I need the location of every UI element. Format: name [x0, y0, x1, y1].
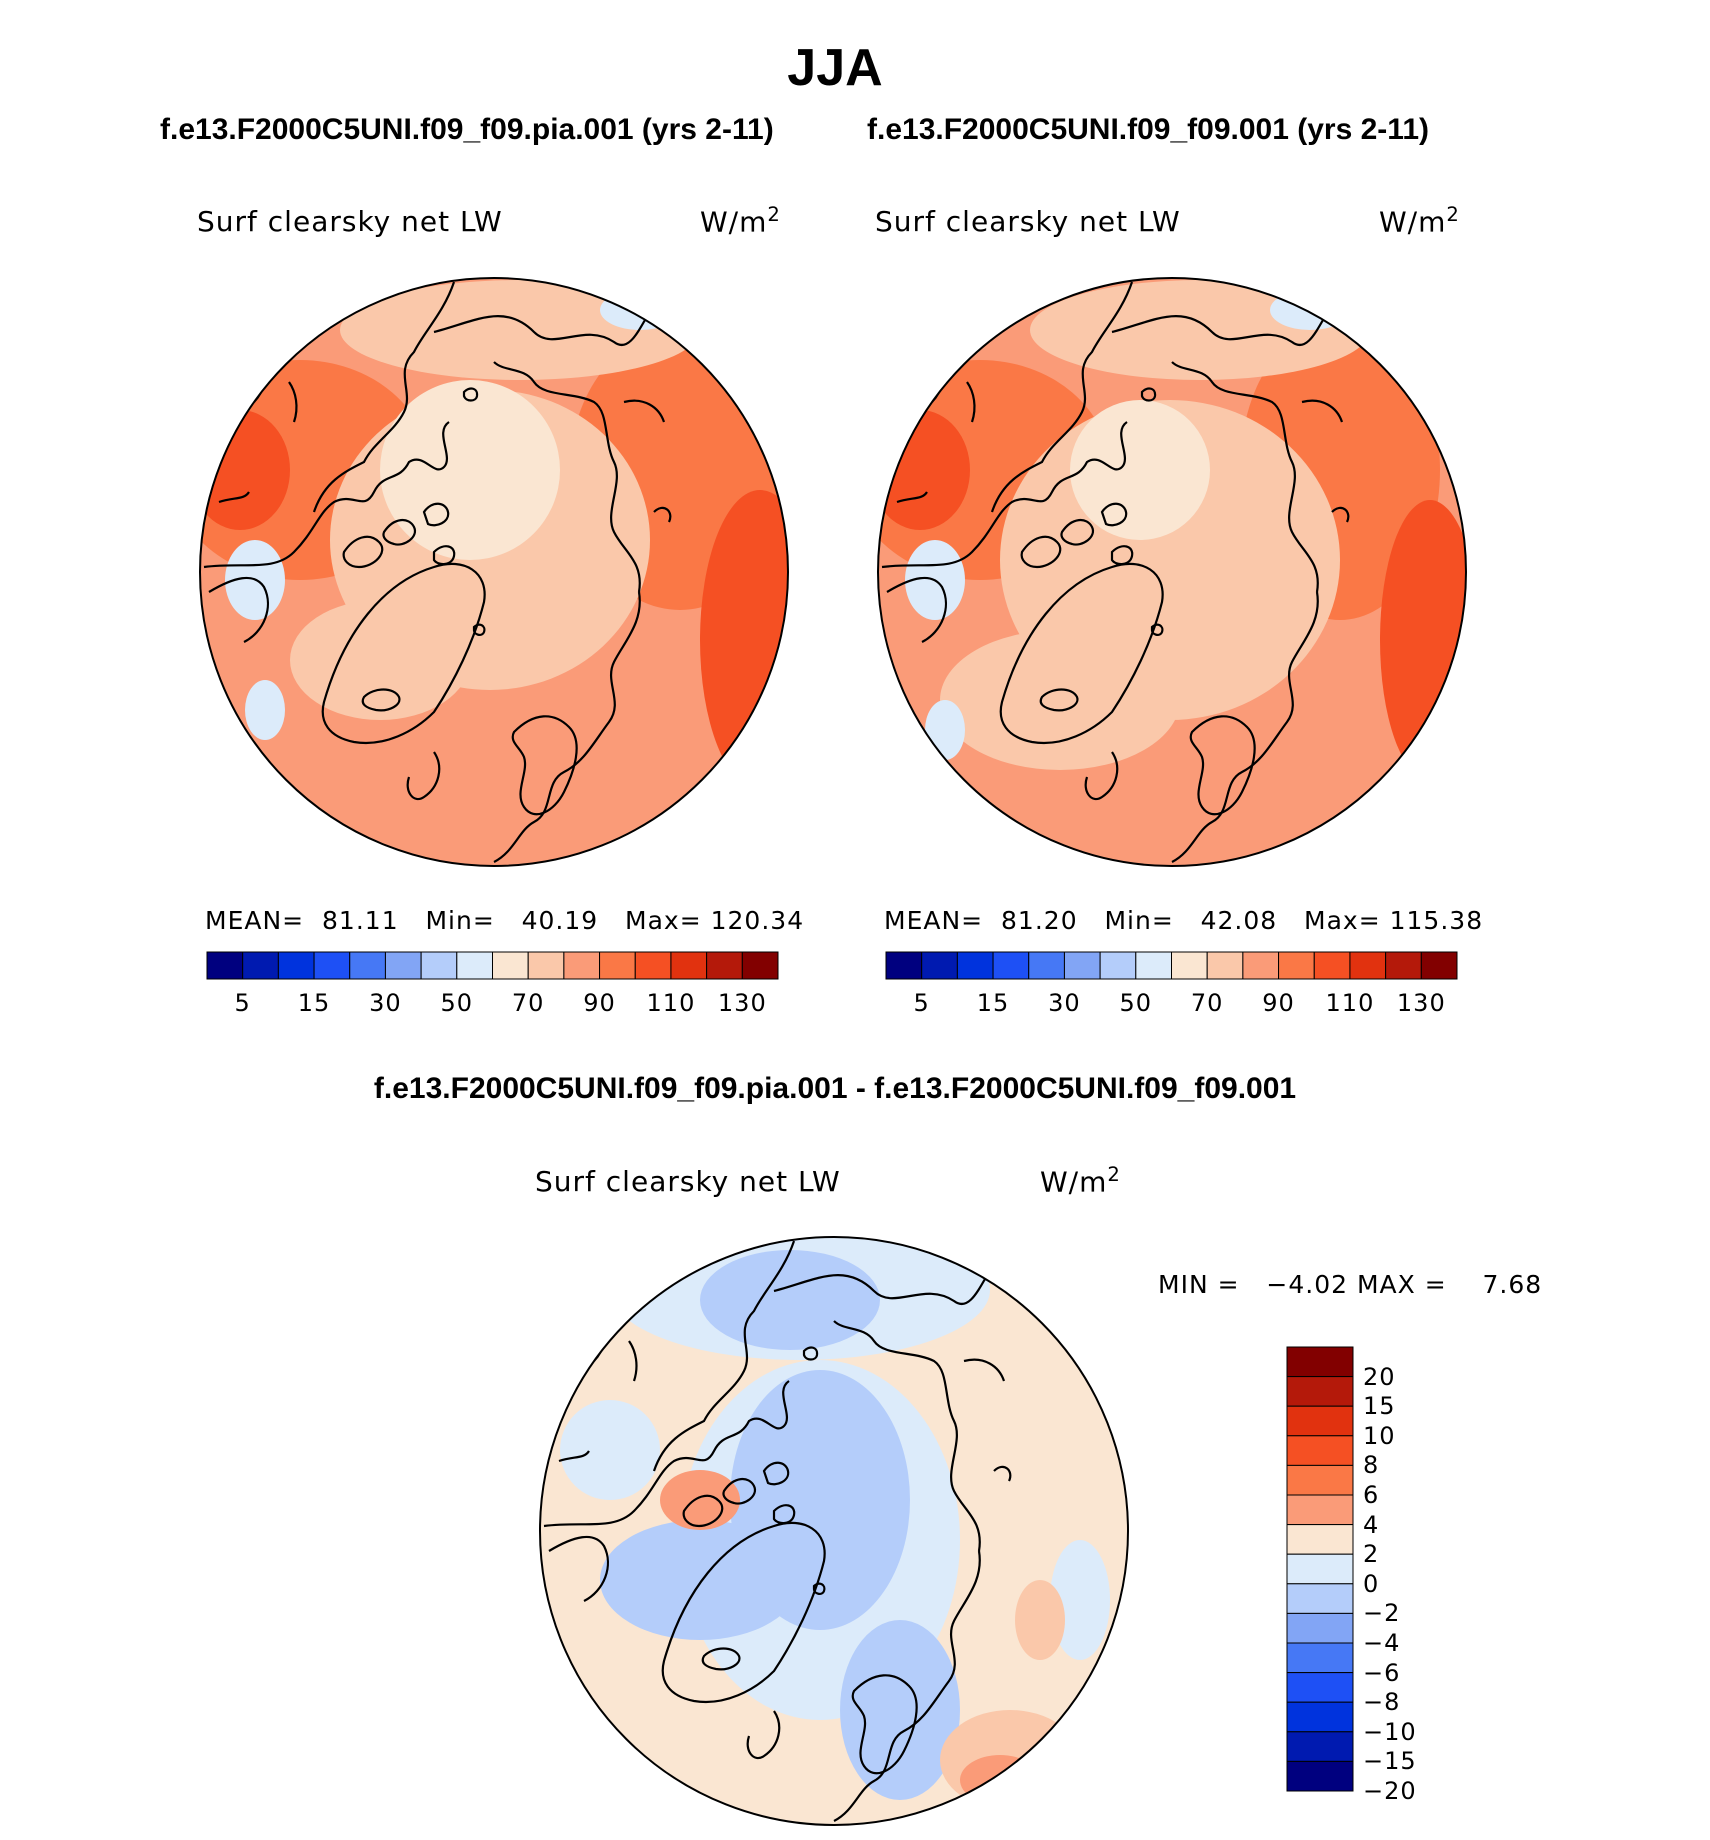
diff-minmax: MIN = −4.02 MAX = 7.68: [1158, 1270, 1543, 1299]
panel-2-colorbar-tick-label: 5: [913, 989, 930, 1017]
panel-1-colorbar-swatch-10: [563, 951, 601, 980]
panel-1-stats: MEAN= 81.11 Min= 40.19 Max= 120.34: [205, 906, 805, 935]
panel-1-colorbar-tick-label: 70: [511, 989, 545, 1017]
diff-colorbar-swatch-7: [1286, 1553, 1354, 1585]
panel-2-colorbar-tick-label: 50: [1119, 989, 1153, 1017]
panel-2-colorbar-swatch-6: [1099, 951, 1137, 980]
diff-colorbar-swatch-6: [1286, 1524, 1354, 1555]
diff-colorbar-swatch-10: [1286, 1642, 1354, 1674]
panel-2-colorbar-tick-label: 15: [976, 989, 1010, 1017]
panel-1-colorbar-swatch-7: [456, 951, 493, 980]
panel-2-colorbar-tick-label: 90: [1262, 989, 1295, 1017]
panel-1-colorbar-swatch-6: [420, 951, 458, 980]
panel-2-stats: MEAN= 81.20 Min= 42.08 Max= 115.38: [884, 906, 1484, 935]
diff-colorbar-tick-label: −6: [1363, 1658, 1401, 1687]
diff-colorbar-swatch-4: [1286, 1464, 1354, 1496]
panel-2-colorbar-swatch-1: [921, 951, 958, 980]
diff-colorbar-tick-label: 6: [1363, 1481, 1380, 1509]
panel-2-colorbar-tick-label: 110: [1325, 989, 1375, 1017]
panel-1-map: [199, 277, 789, 867]
panel-2-colorbar-swatch-14: [1385, 951, 1422, 980]
diff-colorbar-tick-label: −15: [1363, 1747, 1417, 1776]
diff-colorbar-tick-label: 20: [1363, 1362, 1396, 1391]
diff-colorbar-tick-label: 15: [1363, 1392, 1396, 1421]
panel-1-colorbar-swatch-14: [706, 951, 743, 980]
diff-colorbar-tick-label: 10: [1363, 1421, 1396, 1450]
panel-1-variable-label: Surf clearsky net LW: [197, 205, 503, 238]
diff-colorbar-tick-label: −20: [1363, 1777, 1417, 1805]
diff-colorbar-tick-label: 2: [1363, 1540, 1380, 1569]
panel-1-colorbar-swatch-4: [349, 951, 386, 980]
panel-2-map: [877, 277, 1467, 867]
diff-colorbar-tick-label: 8: [1363, 1451, 1380, 1480]
panel-1-colorbar-tick-label: 50: [440, 989, 474, 1017]
diff-colorbar-tick-label: −10: [1363, 1717, 1417, 1746]
panel-2-colorbar-tick-label: 130: [1396, 989, 1446, 1017]
panel-2-colorbar-swatch-10: [1242, 951, 1280, 980]
figure-title: JJA: [787, 39, 883, 97]
panel-1-colorbar-swatch-5: [384, 951, 422, 980]
panel-2-title: f.e13.F2000C5UNI.f09_f09.001 (yrs 2-11): [867, 113, 1430, 146]
diff-map: [539, 1236, 1129, 1826]
diff-colorbar-swatch-13: [1286, 1731, 1354, 1762]
panel-2-colorbar-swatch-5: [1063, 951, 1101, 980]
panel-2-colorbar-tick-label: 70: [1190, 989, 1224, 1017]
diff-colorbar-swatch-5: [1286, 1494, 1354, 1526]
panel-1-colorbar-tick-label: 5: [234, 989, 251, 1017]
panel-1-colorbar-tick-label: 30: [369, 989, 402, 1017]
diff-colorbar-swatch-12: [1286, 1701, 1354, 1733]
panel-1-units: W/m2: [700, 203, 781, 239]
panel-1-colorbar-swatch-2: [277, 951, 315, 980]
diff-colorbar-swatch-8: [1286, 1583, 1354, 1614]
diff-colorbar-swatch-2: [1286, 1405, 1354, 1437]
panel-2-variable-label: Surf clearsky net LW: [875, 205, 1181, 238]
panel-1-colorbar-swatch-0: [206, 951, 244, 980]
diff-colorbar-swatch-14: [1286, 1760, 1354, 1792]
panel-1-colorbar-swatch-8: [492, 951, 529, 980]
panel-1-colorbar-swatch-15: [741, 951, 779, 980]
panel-1-colorbar-tick-label: 110: [646, 989, 696, 1017]
panel-1-title: f.e13.F2000C5UNI.f09_f09.pia.001 (yrs 2-…: [160, 113, 774, 146]
panel-1-colorbar: [206, 951, 779, 980]
diff-colorbar-tick-label: −8: [1363, 1688, 1401, 1717]
panel-1-colorbar-swatch-1: [242, 951, 279, 980]
panel-2-colorbar-swatch-9: [1206, 951, 1244, 980]
diff-colorbar-swatch-1: [1286, 1376, 1354, 1407]
panel-1-colorbar-tick-label: 15: [297, 989, 331, 1017]
panel-1-colorbar-swatch-3: [313, 951, 351, 980]
panel-2-colorbar-swatch-4: [1028, 951, 1065, 980]
panel-2-units: W/m2: [1379, 203, 1460, 239]
diff-units: W/m2: [1040, 1163, 1121, 1199]
diff-colorbar-tick-label: 4: [1363, 1510, 1380, 1539]
diff-panel-title: f.e13.F2000C5UNI.f09_f09.pia.001 - f.e13…: [373, 1072, 1297, 1105]
panel-1-colorbar-swatch-12: [634, 951, 672, 980]
panel-2-colorbar-swatch-0: [885, 951, 923, 980]
panel-2-colorbar-swatch-2: [956, 951, 994, 980]
panel-1-colorbar-swatch-11: [599, 951, 636, 980]
panel-2-colorbar-swatch-3: [992, 951, 1030, 980]
diff-colorbar-swatch-9: [1286, 1612, 1354, 1644]
panel-2-colorbar-swatch-7: [1135, 951, 1172, 980]
panel-1-colorbar-swatch-13: [670, 951, 708, 980]
panel-2-colorbar-swatch-12: [1313, 951, 1351, 980]
panel-2-colorbar: [885, 951, 1458, 980]
diff-colorbar-tick-label: 0: [1363, 1569, 1380, 1598]
panel-1-colorbar-tick-label: 130: [717, 989, 767, 1017]
diff-colorbar-tick-label: −4: [1363, 1629, 1401, 1657]
diff-colorbar-tick-label: −2: [1363, 1599, 1401, 1628]
panel-2-colorbar-swatch-8: [1171, 951, 1208, 980]
panel-1-colorbar-tick-label: 90: [583, 989, 616, 1017]
panel-2-colorbar-swatch-15: [1420, 951, 1458, 980]
panel-2-colorbar-swatch-11: [1278, 951, 1315, 980]
panel-1-colorbar-swatch-9: [527, 951, 565, 980]
panel-2-colorbar-tick-label: 30: [1048, 989, 1081, 1017]
diff-colorbar: [1286, 1346, 1354, 1792]
diff-variable-label: Surf clearsky net LW: [535, 1165, 841, 1198]
panel-2-colorbar-swatch-13: [1349, 951, 1387, 980]
diff-colorbar-swatch-0: [1286, 1346, 1354, 1378]
diff-colorbar-swatch-3: [1286, 1435, 1354, 1466]
diff-colorbar-swatch-11: [1286, 1672, 1354, 1703]
